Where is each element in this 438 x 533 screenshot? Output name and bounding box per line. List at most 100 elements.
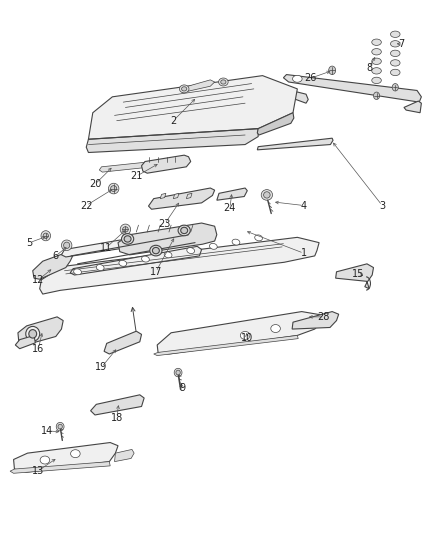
Polygon shape	[257, 113, 294, 135]
Ellipse shape	[176, 370, 180, 375]
Ellipse shape	[71, 450, 80, 458]
Text: 2: 2	[170, 116, 177, 126]
Ellipse shape	[391, 50, 400, 56]
Ellipse shape	[391, 31, 400, 37]
Polygon shape	[88, 76, 297, 150]
Polygon shape	[148, 188, 215, 209]
Ellipse shape	[261, 190, 272, 200]
Polygon shape	[33, 252, 73, 279]
Ellipse shape	[240, 332, 250, 340]
Ellipse shape	[152, 247, 159, 254]
Ellipse shape	[43, 233, 48, 238]
Text: 10: 10	[241, 333, 254, 343]
Polygon shape	[154, 335, 298, 356]
Ellipse shape	[150, 245, 162, 256]
Ellipse shape	[391, 69, 400, 76]
Text: 21: 21	[130, 172, 142, 181]
Polygon shape	[18, 317, 63, 345]
Text: 24: 24	[224, 203, 236, 213]
Polygon shape	[257, 138, 333, 150]
Ellipse shape	[109, 183, 119, 194]
Polygon shape	[115, 449, 134, 462]
Ellipse shape	[64, 242, 70, 248]
Ellipse shape	[328, 66, 336, 75]
Polygon shape	[182, 80, 215, 93]
Polygon shape	[15, 335, 35, 349]
Polygon shape	[104, 331, 141, 354]
Polygon shape	[61, 228, 193, 257]
Ellipse shape	[372, 39, 381, 45]
Polygon shape	[14, 442, 118, 472]
Polygon shape	[91, 395, 144, 415]
Ellipse shape	[255, 235, 262, 241]
Ellipse shape	[58, 424, 62, 429]
Ellipse shape	[271, 325, 280, 333]
Ellipse shape	[187, 248, 194, 254]
Ellipse shape	[74, 269, 81, 275]
Polygon shape	[40, 237, 319, 294]
Polygon shape	[173, 193, 179, 199]
Ellipse shape	[96, 264, 104, 271]
Text: 28: 28	[317, 312, 330, 322]
Ellipse shape	[392, 84, 398, 91]
Ellipse shape	[119, 260, 127, 266]
Text: 23: 23	[159, 219, 171, 229]
Polygon shape	[118, 223, 217, 255]
Text: 16: 16	[32, 344, 45, 354]
Text: 3: 3	[379, 200, 385, 211]
Text: 14: 14	[41, 426, 53, 436]
Ellipse shape	[111, 185, 117, 191]
Polygon shape	[157, 312, 323, 354]
Ellipse shape	[180, 85, 189, 93]
Ellipse shape	[391, 41, 400, 47]
Ellipse shape	[372, 49, 381, 55]
Polygon shape	[283, 75, 421, 102]
Polygon shape	[99, 160, 165, 172]
Text: 6: 6	[53, 251, 59, 261]
Ellipse shape	[178, 225, 190, 236]
Ellipse shape	[293, 75, 302, 82]
Ellipse shape	[391, 60, 400, 66]
Polygon shape	[86, 128, 258, 152]
Ellipse shape	[219, 78, 228, 86]
Ellipse shape	[174, 368, 182, 377]
Ellipse shape	[120, 224, 131, 235]
Text: 18: 18	[111, 413, 123, 423]
Ellipse shape	[26, 326, 40, 341]
Polygon shape	[336, 264, 374, 289]
Text: 11: 11	[100, 243, 112, 253]
Text: 17: 17	[150, 267, 162, 277]
Ellipse shape	[264, 192, 270, 198]
Text: 1: 1	[301, 248, 307, 259]
Text: 20: 20	[89, 179, 101, 189]
Ellipse shape	[40, 456, 49, 464]
Ellipse shape	[123, 227, 128, 232]
Ellipse shape	[372, 77, 381, 84]
Ellipse shape	[374, 92, 380, 100]
Ellipse shape	[61, 240, 72, 251]
Polygon shape	[70, 246, 201, 275]
Text: 7: 7	[399, 39, 405, 49]
Ellipse shape	[41, 231, 50, 241]
Ellipse shape	[124, 236, 131, 242]
Text: 15: 15	[352, 270, 364, 279]
Ellipse shape	[121, 233, 134, 244]
Polygon shape	[160, 193, 166, 199]
Ellipse shape	[182, 87, 187, 91]
Ellipse shape	[181, 227, 187, 233]
Text: 9: 9	[179, 383, 185, 393]
Polygon shape	[217, 188, 247, 200]
Ellipse shape	[372, 58, 381, 64]
Ellipse shape	[372, 68, 381, 74]
Ellipse shape	[221, 80, 226, 84]
Text: 12: 12	[32, 274, 45, 285]
Polygon shape	[10, 462, 110, 473]
Polygon shape	[186, 193, 192, 199]
Text: 26: 26	[304, 73, 317, 83]
Text: 5: 5	[27, 238, 33, 248]
Polygon shape	[292, 312, 339, 329]
Text: 22: 22	[80, 200, 92, 211]
Polygon shape	[404, 101, 421, 113]
Ellipse shape	[164, 252, 172, 258]
Polygon shape	[141, 155, 191, 173]
